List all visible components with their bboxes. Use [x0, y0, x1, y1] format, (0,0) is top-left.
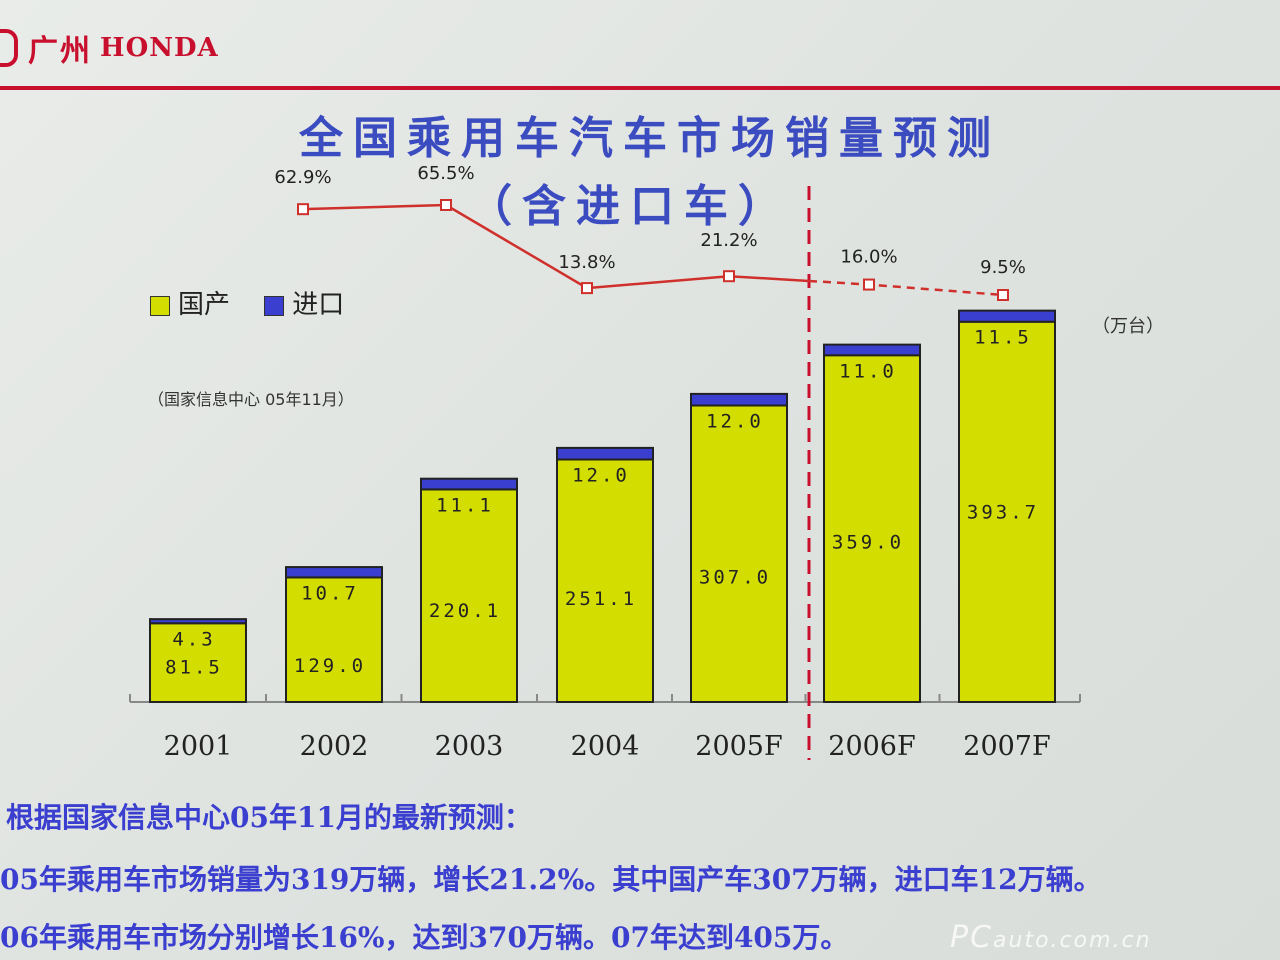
bar-domestic — [285, 576, 383, 704]
bar-import — [420, 477, 518, 491]
data-label-domestic: 129.0 — [294, 655, 366, 677]
growth-point — [440, 199, 452, 211]
header: 广州 HONDA — [0, 0, 1280, 86]
x-tick-label: 2007F — [963, 731, 1050, 762]
data-label-domestic: 81.5 — [165, 656, 223, 678]
header-divider — [0, 86, 1280, 90]
data-label-import: 12.0 — [572, 464, 630, 486]
legend-label-import: 进口 — [292, 290, 345, 320]
chart-title: 全国乘用车汽车市场销量预测 — [299, 113, 1001, 164]
data-label-domestic: 307.0 — [699, 566, 771, 588]
bar-domestic — [420, 488, 518, 704]
watermark: PCauto.com.cn — [950, 920, 1152, 955]
growth-label: 65.5% — [417, 163, 474, 184]
x-tick-label: 2002 — [300, 731, 369, 762]
brand-cn: 广州 — [28, 34, 92, 69]
bar-domestic — [556, 458, 654, 703]
bar-domestic — [149, 622, 247, 703]
growth-label: 13.8% — [558, 252, 615, 273]
bar-import — [690, 392, 788, 407]
honda-mark-icon — [0, 29, 18, 67]
growth-label: 21.2% — [700, 230, 757, 251]
legend-swatch-import — [264, 295, 285, 316]
growth-line-forecast — [808, 279, 1004, 297]
footer-line-2: 05年乘用车市场销量为319万辆，增长21.2%。其中国产车307万辆，进口车1… — [0, 863, 1102, 896]
data-label-import: 4.3 — [172, 628, 215, 650]
legend-item-domestic: 国产 — [150, 284, 230, 321]
data-label-domestic: 359.0 — [832, 531, 904, 553]
growth-label: 9.5% — [980, 257, 1026, 278]
watermark-rest: auto.com.cn — [993, 928, 1152, 953]
bar-import — [823, 343, 921, 357]
data-label-domestic: 251.1 — [565, 588, 637, 610]
chart-subtitle: （含进口车） — [468, 181, 792, 232]
source-note: （国家信息中心 05年11月） — [148, 390, 354, 409]
data-label-domestic: 220.1 — [429, 600, 501, 622]
growth-label: 16.0% — [840, 247, 897, 268]
watermark-main: PC — [950, 920, 994, 955]
legend-item-import: 进口 — [264, 284, 344, 321]
bar-import — [285, 566, 383, 579]
growth-point — [863, 278, 875, 291]
legend-swatch-domestic — [150, 295, 170, 316]
legend-label-domestic: 国产 — [178, 290, 231, 320]
x-tick-label: 2006F — [828, 731, 915, 762]
growth-label: 62.9% — [274, 167, 331, 188]
x-tick-label: 2003 — [435, 731, 504, 762]
x-tick-label: 2001 — [164, 731, 233, 762]
data-label-import: 11.0 — [839, 360, 897, 382]
bar-domestic — [958, 320, 1056, 703]
growth-point — [723, 270, 735, 283]
data-label-import: 10.7 — [301, 582, 359, 604]
bar-import — [556, 446, 654, 461]
data-label-import: 12.0 — [706, 410, 764, 432]
bar-import — [958, 309, 1056, 323]
bar-domestic — [823, 354, 921, 703]
data-label-import: 11.5 — [974, 327, 1032, 349]
growth-point — [297, 203, 309, 216]
x-tick-label: 2005F — [695, 731, 782, 762]
data-label-domestic: 393.7 — [967, 502, 1039, 524]
brand-en: HONDA — [100, 33, 219, 63]
growth-point — [581, 282, 593, 295]
bar-import — [149, 618, 247, 625]
honda-logo: 广州 HONDA — [0, 26, 219, 70]
bar-domestic — [690, 404, 788, 703]
x-tick-label: 2004 — [571, 731, 640, 762]
legend: 国产 进口 — [150, 284, 370, 321]
data-label-import: 11.1 — [436, 494, 494, 516]
footer-line-3: 06年乘用车市场分别增长16%，达到370万辆。07年达到405万。 — [0, 921, 849, 954]
footer-line-1: 根据国家信息中心05年11月的最新预测： — [6, 801, 532, 834]
growth-point — [997, 289, 1009, 301]
unit-label: （万台） — [1092, 316, 1164, 337]
